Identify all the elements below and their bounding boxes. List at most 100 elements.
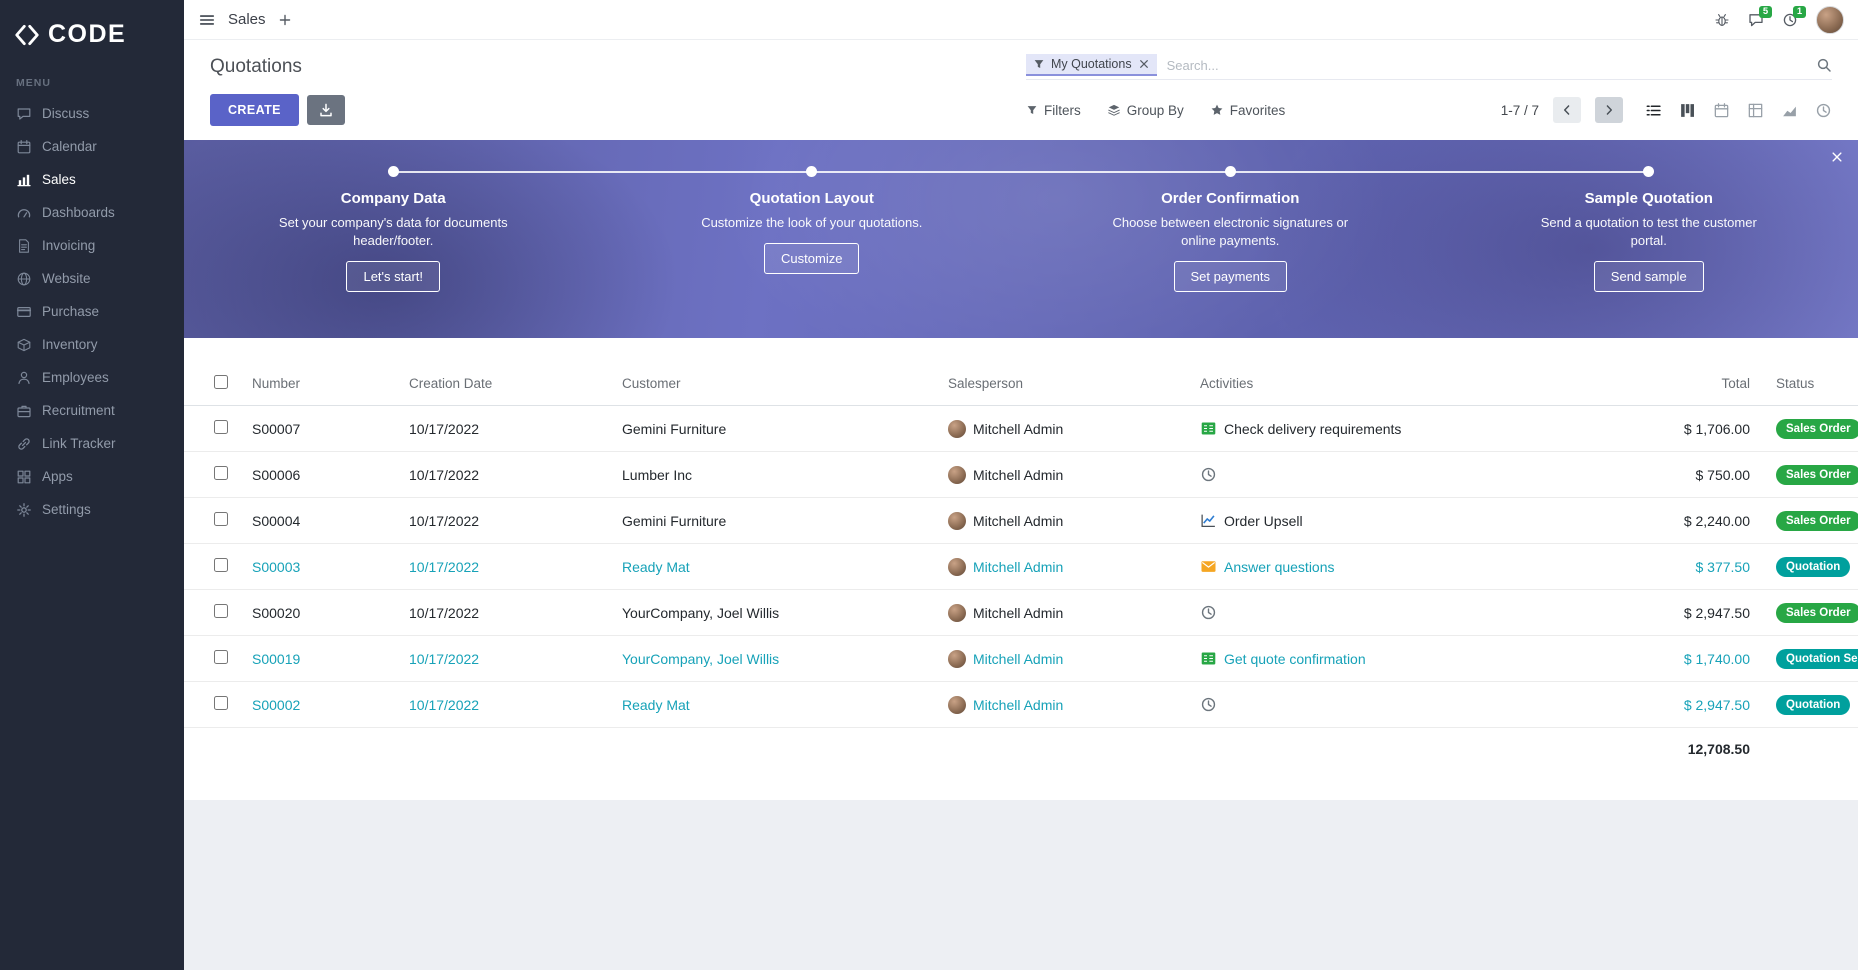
favorites-button[interactable]: Favorites	[1210, 103, 1285, 118]
sidebar-item-apps[interactable]: Apps	[0, 460, 184, 493]
cell-total: $ 2,947.50	[1683, 604, 1750, 621]
view-graph-button[interactable]	[1781, 102, 1798, 119]
row-checkbox[interactable]	[214, 650, 228, 664]
row-checkbox[interactable]	[214, 466, 228, 480]
menu-icon[interactable]	[198, 11, 216, 29]
row-checkbox[interactable]	[214, 512, 228, 526]
row-checkbox[interactable]	[214, 604, 228, 618]
sidebar-item-invoicing[interactable]: Invoicing	[0, 229, 184, 262]
row-checkbox[interactable]	[214, 558, 228, 572]
column-header-number[interactable]: Number	[252, 376, 301, 391]
brand-logo[interactable]: CODE	[0, 0, 184, 61]
column-header-status[interactable]: Status	[1776, 376, 1815, 391]
cell-activities[interactable]: Check delivery requirements	[1200, 420, 1566, 437]
column-header-total[interactable]: Total	[1721, 376, 1750, 391]
cell-status: Quotation Sent	[1750, 648, 1858, 669]
search-facet[interactable]: My Quotations	[1026, 54, 1157, 76]
table-row[interactable]: S00020 10/17/2022 YourCompany, Joel Will…	[184, 590, 1858, 636]
view-pivot-button[interactable]	[1747, 102, 1764, 119]
activities-button[interactable]: 1	[1782, 5, 1806, 28]
table-row[interactable]: S00004 10/17/2022 Gemini Furniture Mitch…	[184, 498, 1858, 544]
discuss-icon	[16, 106, 32, 122]
cell-creation-date: 10/17/2022	[409, 604, 480, 621]
view-calendar-button[interactable]	[1713, 102, 1730, 119]
cell-activities[interactable]	[1200, 696, 1566, 713]
column-header-salesperson[interactable]: Salesperson	[948, 376, 1024, 391]
sidebar-item-employees[interactable]: Employees	[0, 361, 184, 394]
sidebar-item-label: Website	[42, 271, 91, 286]
step-title: Order Confirmation	[1161, 190, 1300, 207]
step-title: Quotation Layout	[749, 190, 874, 207]
status-badge: Quotation	[1776, 694, 1851, 715]
layers-icon	[1107, 103, 1121, 117]
facet-remove-icon[interactable]	[1138, 58, 1150, 70]
send-sample-button[interactable]: Send sample	[1593, 261, 1704, 293]
step-desc: Set your company's data for documents he…	[278, 215, 508, 249]
view-activity-button[interactable]	[1815, 102, 1832, 119]
cell-activities[interactable]: Get quote confirmation	[1200, 650, 1566, 667]
sidebar-item-calendar[interactable]: Calendar	[0, 130, 184, 163]
column-header-activities[interactable]: Activities	[1200, 376, 1254, 391]
app-title[interactable]: Sales	[228, 11, 266, 28]
debug-icon[interactable]	[1714, 12, 1730, 28]
pager-previous-button[interactable]	[1553, 97, 1581, 123]
cell-customer: Gemini Furniture	[622, 512, 727, 529]
table-row[interactable]: S00003 10/17/2022 Ready Mat Mitchell Adm…	[184, 544, 1858, 590]
filters-label: Filters	[1044, 102, 1081, 118]
sidebar-item-website[interactable]: Website	[0, 262, 184, 295]
cell-activities[interactable]	[1200, 466, 1566, 483]
view-kanban-button[interactable]	[1679, 102, 1696, 119]
select-all-checkbox[interactable]	[214, 375, 228, 389]
table-row[interactable]: S00007 10/17/2022 Gemini Furniture Mitch…	[184, 406, 1858, 452]
cell-total: $ 2,240.00	[1683, 512, 1750, 529]
sidebar-item-purchase[interactable]: Purchase	[0, 295, 184, 328]
sidebar-item-settings[interactable]: Settings	[0, 493, 184, 526]
cell-activities[interactable]: Order Upsell	[1200, 512, 1566, 529]
table-row[interactable]: S00006 10/17/2022 Lumber Inc Mitchell Ad…	[184, 452, 1858, 498]
chevron-left-icon	[1560, 103, 1574, 117]
step-title: Sample Quotation	[1584, 190, 1713, 207]
cell-status: Sales Order	[1750, 464, 1858, 485]
customize-button[interactable]: Customize	[764, 243, 860, 275]
table-row[interactable]: S00002 10/17/2022 Ready Mat Mitchell Adm…	[184, 682, 1858, 728]
banner-close-icon[interactable]	[1830, 150, 1844, 164]
activity-icon	[1200, 512, 1217, 529]
onboarding-step-order-confirmation: Order Confirmation Choose between electr…	[1021, 166, 1440, 338]
create-button[interactable]: CREATE	[210, 94, 299, 126]
activity-clock-icon	[1782, 12, 1798, 28]
row-checkbox[interactable]	[214, 420, 228, 434]
status-badge: Sales Order	[1776, 464, 1858, 485]
sidebar-item-recruitment[interactable]: Recruitment	[0, 394, 184, 427]
row-checkbox[interactable]	[214, 696, 228, 710]
lets-start-button[interactable]: Let's start!	[346, 261, 441, 293]
group-by-button[interactable]: Group By	[1107, 103, 1184, 118]
step-dot	[806, 166, 818, 177]
search-icon[interactable]	[1816, 57, 1832, 73]
table-row[interactable]: S00019 10/17/2022 YourCompany, Joel Will…	[184, 636, 1858, 682]
column-header-creation-date[interactable]: Creation Date	[409, 376, 493, 391]
cell-total: $ 750.00	[1695, 466, 1751, 483]
sidebar-item-sales[interactable]: Sales	[0, 163, 184, 196]
messages-button[interactable]: 5	[1748, 5, 1772, 28]
sidebar-item-inventory[interactable]: Inventory	[0, 328, 184, 361]
control-panel: Quotations My Quotations CREATE	[184, 40, 1858, 140]
cell-status: Quotation	[1750, 556, 1858, 577]
dashboards-icon	[16, 205, 32, 221]
export-button[interactable]	[306, 95, 345, 125]
cell-activities[interactable]	[1200, 604, 1566, 621]
cell-activities[interactable]: Answer questions	[1200, 558, 1566, 575]
view-list-button[interactable]	[1645, 102, 1662, 119]
search-bar[interactable]: My Quotations	[1026, 54, 1832, 80]
search-input[interactable]	[1164, 56, 1808, 74]
user-avatar[interactable]	[1816, 5, 1844, 34]
sidebar-item-dashboards[interactable]: Dashboards	[0, 196, 184, 229]
set-payments-button[interactable]: Set payments	[1173, 261, 1287, 293]
cell-salesperson: Mitchell Admin	[948, 465, 1200, 484]
filters-button[interactable]: Filters	[1026, 103, 1081, 118]
sidebar-item-discuss[interactable]: Discuss	[0, 97, 184, 130]
sidebar-item-link-tracker[interactable]: Link Tracker	[0, 427, 184, 460]
pager-next-button[interactable]	[1595, 97, 1623, 123]
plus-icon[interactable]	[278, 13, 292, 27]
activity-icon	[1200, 650, 1217, 667]
column-header-customer[interactable]: Customer	[622, 376, 681, 391]
